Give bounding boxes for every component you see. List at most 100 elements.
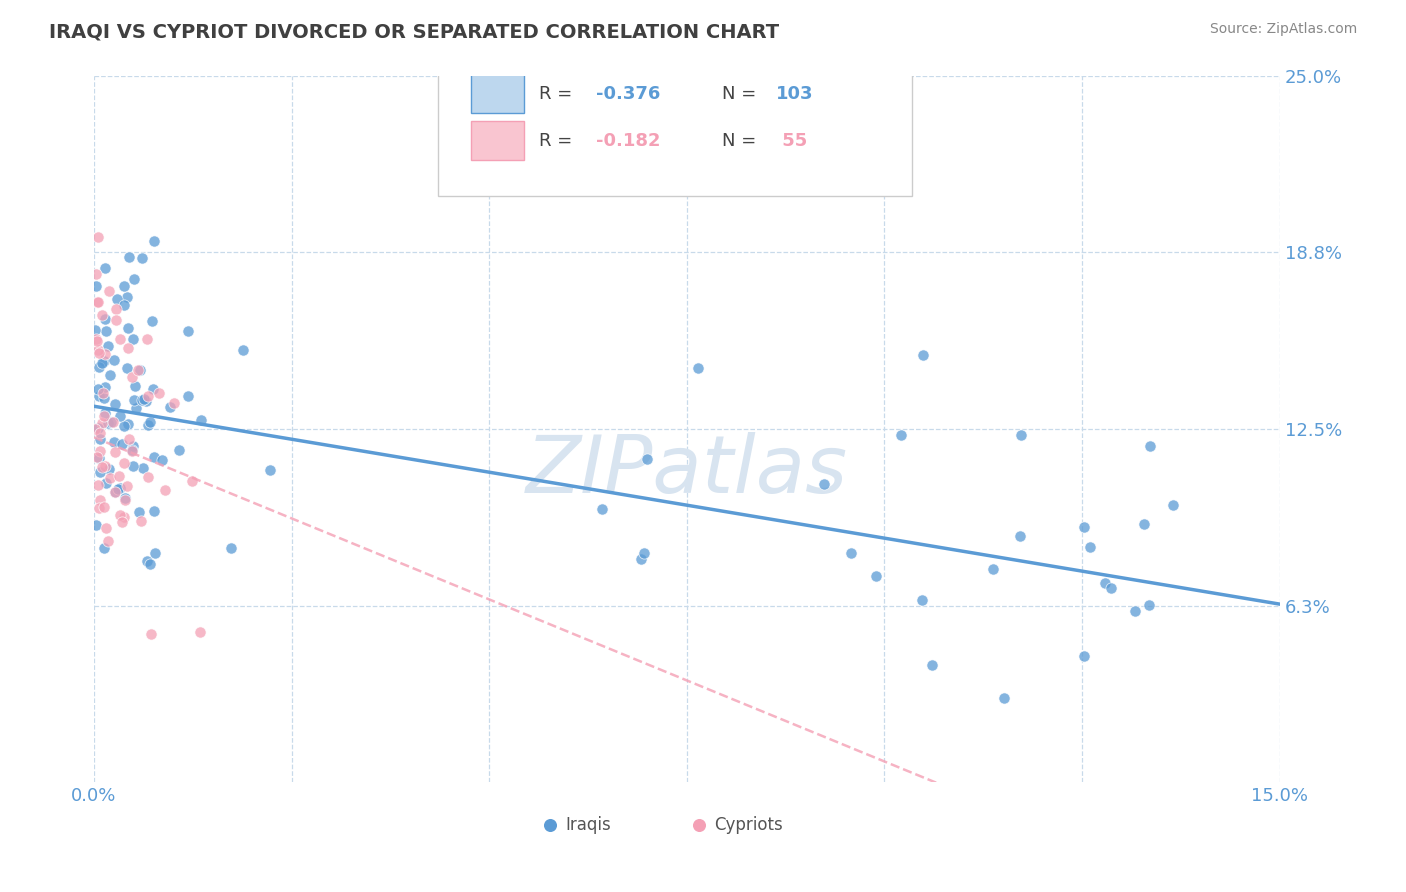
Point	[983, 562, 1005, 576]
Point	[108, 508, 131, 523]
Point	[93, 409, 115, 423]
Point	[117, 321, 139, 335]
Point	[911, 348, 934, 362]
Point	[921, 657, 943, 672]
Point	[89, 359, 111, 374]
Point	[136, 389, 159, 403]
Point	[153, 483, 176, 497]
Point	[1094, 576, 1116, 591]
Point	[114, 491, 136, 505]
Point	[84, 268, 107, 282]
Point	[135, 393, 157, 408]
Point	[94, 380, 117, 394]
Point	[115, 290, 138, 304]
Point	[91, 386, 114, 401]
Point	[87, 346, 110, 360]
Text: 55: 55	[776, 132, 807, 150]
Point	[190, 413, 212, 427]
FancyBboxPatch shape	[437, 72, 912, 195]
Point	[93, 347, 115, 361]
Point	[180, 475, 202, 489]
Point	[104, 484, 127, 499]
Point	[104, 445, 127, 459]
Point	[1123, 603, 1146, 617]
Point	[131, 252, 153, 266]
Point	[89, 492, 111, 507]
Point	[177, 324, 200, 338]
Point	[148, 386, 170, 401]
Point	[96, 339, 118, 353]
Point	[90, 308, 112, 322]
Point	[93, 353, 115, 368]
Point	[86, 382, 108, 396]
Point	[993, 691, 1015, 706]
Point	[83, 323, 105, 337]
Point	[86, 450, 108, 465]
Point	[121, 443, 143, 458]
Point	[117, 417, 139, 432]
Point	[111, 515, 134, 529]
Point	[105, 292, 128, 306]
Point	[104, 397, 127, 411]
Point	[1099, 582, 1122, 596]
Point	[94, 324, 117, 338]
Point	[112, 279, 135, 293]
Point	[100, 415, 122, 429]
Point	[150, 453, 173, 467]
Text: N =: N =	[723, 132, 762, 150]
Point	[115, 361, 138, 376]
Point	[87, 477, 110, 491]
Text: -0.182: -0.182	[596, 132, 659, 150]
Point	[1161, 498, 1184, 512]
FancyBboxPatch shape	[471, 74, 524, 113]
Point	[865, 569, 887, 583]
Point	[1010, 529, 1032, 543]
Point	[103, 353, 125, 368]
Point	[94, 521, 117, 535]
Point	[101, 415, 124, 429]
Point	[111, 437, 134, 451]
Point	[93, 541, 115, 555]
Point	[93, 391, 115, 405]
Point	[107, 482, 129, 496]
Point	[86, 421, 108, 435]
Point	[142, 450, 165, 464]
Point	[91, 460, 114, 475]
Point	[105, 302, 128, 317]
Point	[633, 546, 655, 560]
Point	[122, 458, 145, 473]
Point	[1078, 540, 1101, 554]
Point	[136, 332, 159, 346]
Point	[93, 500, 115, 515]
Point	[122, 332, 145, 346]
Point	[841, 546, 863, 560]
Text: Cypriots: Cypriots	[714, 815, 783, 834]
Point	[131, 392, 153, 407]
Point	[112, 419, 135, 434]
Point	[118, 432, 141, 446]
Point	[1073, 649, 1095, 664]
Point	[163, 396, 186, 410]
Point	[1132, 517, 1154, 532]
Point	[121, 439, 143, 453]
Point	[124, 379, 146, 393]
Point	[86, 294, 108, 309]
Point	[98, 284, 121, 298]
Point	[112, 456, 135, 470]
Point	[142, 382, 165, 396]
Point	[136, 418, 159, 433]
Point	[103, 435, 125, 450]
Text: Source: ZipAtlas.com: Source: ZipAtlas.com	[1209, 22, 1357, 37]
Point	[132, 392, 155, 406]
Point	[84, 422, 107, 436]
Point	[636, 452, 658, 467]
Point	[118, 251, 141, 265]
Point	[89, 466, 111, 480]
Point	[125, 401, 148, 415]
Point	[97, 416, 120, 430]
Point	[259, 463, 281, 477]
Point	[129, 362, 152, 376]
Point	[86, 517, 108, 532]
Point	[94, 260, 117, 275]
Point	[136, 554, 159, 568]
